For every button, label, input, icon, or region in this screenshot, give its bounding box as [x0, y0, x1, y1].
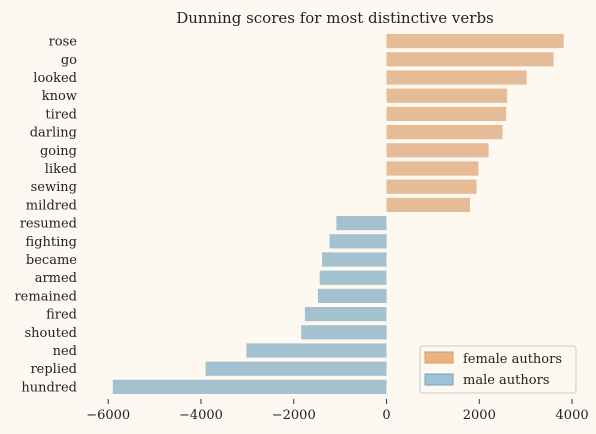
- legend-swatch-male-authors: [424, 373, 454, 386]
- x-tick-label: −2000: [272, 408, 316, 423]
- bar-became: [322, 252, 387, 267]
- x-tick-label: 4000: [556, 408, 589, 423]
- x-tick-label: 2000: [463, 408, 496, 423]
- category-label-tired: tired: [45, 107, 77, 122]
- bar-sewing: [386, 179, 477, 194]
- bar-fired: [304, 307, 387, 322]
- bar-hundred: [112, 379, 387, 394]
- bar-darling: [386, 125, 503, 140]
- x-tick-label: −6000: [86, 408, 130, 423]
- legend-box: [419, 345, 577, 394]
- bar-replied: [205, 361, 387, 376]
- x-tick-label: −4000: [179, 408, 223, 423]
- category-label-go: go: [61, 53, 77, 68]
- bar-ned: [246, 343, 387, 358]
- category-label-looked: looked: [33, 71, 77, 86]
- bar-go: [386, 52, 554, 67]
- category-label-going: going: [40, 144, 77, 159]
- bar-going: [386, 143, 489, 158]
- category-label-mildred: mildred: [26, 198, 77, 213]
- category-label-know: know: [42, 89, 77, 104]
- category-label-hundred: hundred: [21, 380, 77, 395]
- x-tick-label: 0: [382, 408, 390, 423]
- bar-fighting: [329, 234, 387, 249]
- category-label-armed: armed: [35, 271, 77, 286]
- legend: female authors male authors: [419, 345, 577, 394]
- category-label-ned: ned: [53, 344, 77, 359]
- legend-label-male-authors: male authors: [463, 373, 550, 388]
- bar-mildred: [386, 197, 470, 212]
- x-axis-ticks: −6000 −4000 −2000 0 2000 4000: [86, 399, 589, 423]
- bar-liked: [386, 161, 479, 176]
- bar-remained: [317, 288, 387, 303]
- category-label-shouted: shouted: [25, 326, 77, 341]
- category-label-darling: darling: [30, 126, 77, 141]
- category-labels: rose go looked know tired darling going liked se…: [14, 35, 77, 396]
- bar-armed: [319, 270, 387, 285]
- bar-resumed: [336, 216, 387, 231]
- category-label-fighting: fighting: [26, 235, 77, 250]
- bar-tired: [386, 106, 507, 121]
- chart-title: Dunning scores for most distinctive verb…: [176, 9, 494, 27]
- bar-know: [386, 88, 508, 103]
- bar-rose: [386, 34, 564, 49]
- category-label-fired: fired: [46, 308, 77, 323]
- bar-shouted: [301, 325, 387, 340]
- legend-label-female-authors: female authors: [463, 352, 562, 367]
- category-label-replied: replied: [30, 362, 77, 377]
- bar-looked: [386, 70, 527, 85]
- category-label-remained: remained: [14, 289, 77, 304]
- category-label-became: became: [26, 253, 77, 268]
- category-label-sewing: sewing: [31, 180, 77, 195]
- category-label-resumed: resumed: [20, 217, 77, 232]
- legend-swatch-female-authors: [424, 351, 454, 364]
- bars-group: [112, 34, 564, 394]
- category-label-rose: rose: [49, 35, 78, 50]
- category-label-liked: liked: [45, 162, 77, 177]
